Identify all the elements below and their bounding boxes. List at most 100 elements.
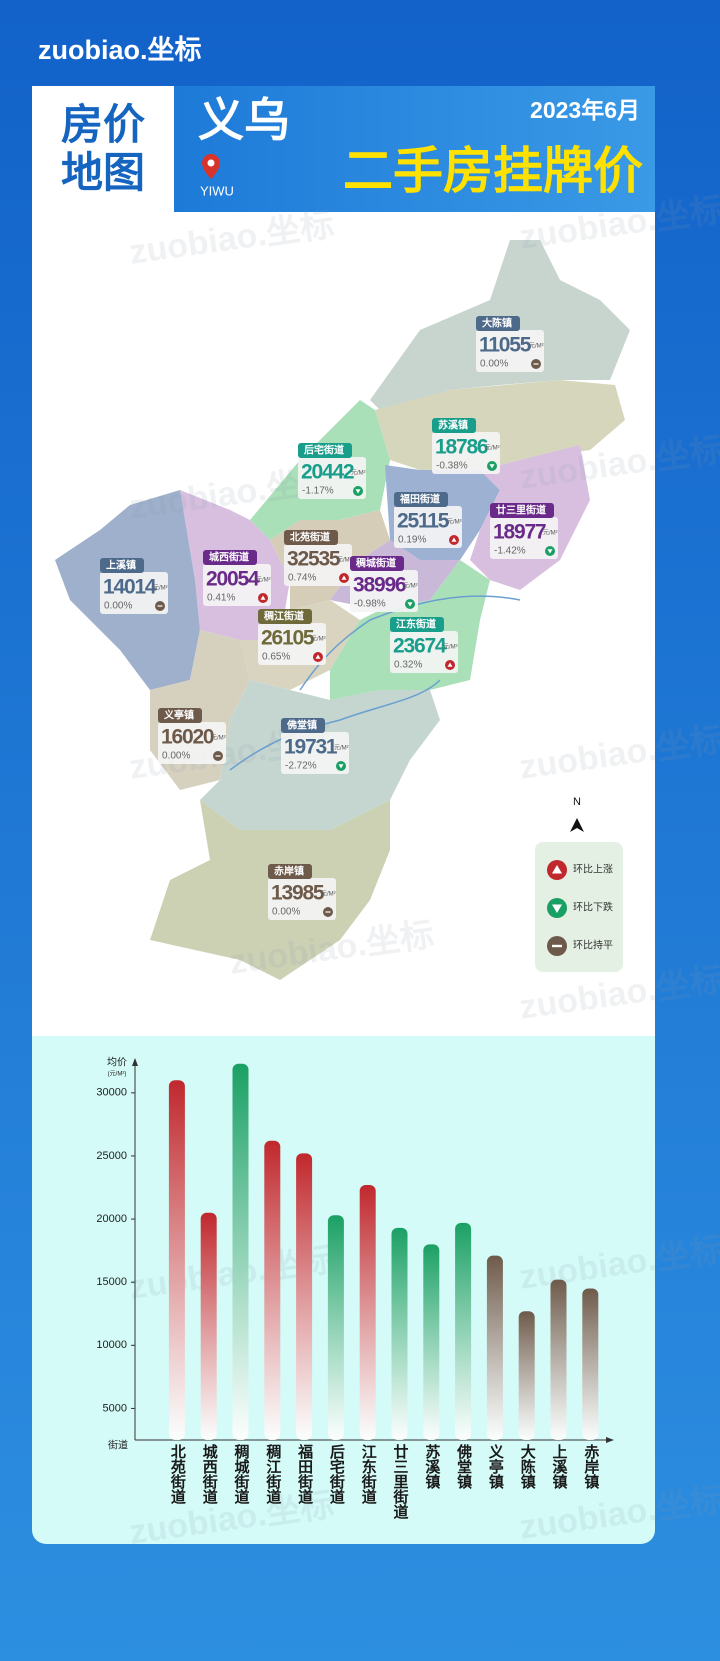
x-tick-label: 福田街道	[296, 1443, 314, 1504]
region-change: -0.98%	[354, 599, 386, 610]
y-tick-label: 15000	[96, 1276, 127, 1288]
bar	[200, 1212, 217, 1440]
region-change: 0.32%	[394, 660, 422, 671]
header-right-box	[174, 86, 655, 212]
x-tick-label: 北苑街道	[169, 1444, 187, 1504]
price-unit: 元/M²	[153, 585, 168, 592]
trend-glyph	[547, 549, 553, 554]
region-name: 廿三里街道	[496, 504, 546, 517]
region-price: 38996	[353, 574, 406, 597]
header-title-line: 房价	[61, 101, 145, 148]
label-tag	[158, 708, 202, 723]
y-axis-label: 均价	[107, 1057, 127, 1069]
city-pinyin: YIWU	[200, 183, 234, 198]
region-change: 0.00%	[480, 359, 508, 370]
price-unit: 元/M²	[311, 636, 326, 643]
bar	[518, 1311, 535, 1440]
x-tick-label: 后宅街道	[328, 1444, 346, 1504]
bar	[232, 1063, 249, 1440]
region-price: 25115	[397, 510, 450, 533]
region-name: 赤岸镇	[274, 865, 304, 878]
region-price: 13985	[271, 882, 325, 905]
label-tag	[268, 864, 312, 879]
x-axis-arrow	[606, 1437, 614, 1443]
y-tick-label: 20000	[96, 1213, 127, 1225]
y-axis-unit: (元/M²)	[108, 1071, 127, 1078]
region-name: 后宅街道	[304, 444, 344, 457]
price-unit: 元/M²	[321, 891, 336, 898]
region-change: -2.72%	[285, 761, 317, 772]
compass-label: N	[573, 796, 581, 808]
legend-label: 环比下跌	[573, 901, 613, 914]
label-tag	[284, 530, 338, 545]
trend-glyph	[552, 944, 562, 948]
region-name: 大陈镇	[482, 317, 512, 330]
region-change: 0.00%	[104, 601, 132, 612]
x-tick-label: 义亭镇	[487, 1443, 504, 1490]
label-card	[281, 732, 349, 774]
region-name: 义亭镇	[164, 709, 194, 722]
label-tag	[490, 503, 554, 518]
brand: zuobiao.坐标	[38, 35, 202, 65]
region-name: 北苑街道	[290, 531, 330, 544]
label-card	[350, 570, 418, 612]
bar	[264, 1140, 281, 1440]
trend-glyph	[489, 464, 495, 469]
x-tick-label: 上溪镇	[551, 1444, 568, 1490]
trend-glyph	[341, 575, 347, 580]
trend-glyph	[315, 654, 321, 659]
region-change: 0.74%	[288, 573, 316, 584]
price-unit: 元/M²	[403, 583, 418, 590]
price-unit: 元/M²	[485, 445, 500, 452]
legend-label: 环比上涨	[573, 864, 613, 876]
bar	[359, 1184, 376, 1440]
label-tag	[476, 316, 520, 331]
price-unit: 元/M²	[443, 644, 458, 651]
label-card	[268, 878, 336, 920]
region-price: 19731	[284, 736, 338, 759]
y-tick-label: 10000	[96, 1339, 127, 1351]
label-card	[100, 572, 168, 614]
trend-glyph	[157, 605, 163, 607]
label-card	[298, 457, 366, 499]
label-tag	[298, 443, 352, 458]
price-unit: 元/M²	[529, 343, 544, 350]
label-card	[476, 330, 544, 372]
x-tick-label: 廿三里街道	[392, 1443, 410, 1519]
region-change: -1.42%	[494, 546, 526, 557]
x-tick-label: 江东街道	[360, 1443, 378, 1504]
subtitle: 二手房挂牌价	[343, 143, 643, 199]
region-price: 20442	[301, 461, 354, 484]
region-change: 0.00%	[272, 907, 300, 918]
region-name: 佛堂镇	[286, 719, 317, 732]
bar	[296, 1153, 313, 1440]
region-price: 14014	[103, 576, 157, 599]
label-card	[284, 544, 352, 586]
region-change: 0.65%	[262, 652, 290, 663]
region-name: 苏溪镇	[438, 419, 468, 432]
label-card	[390, 631, 458, 673]
label-tag	[390, 617, 444, 632]
trend-glyph	[447, 662, 453, 667]
trend-glyph	[260, 595, 266, 600]
y-tick-label: 5000	[103, 1402, 127, 1414]
bar	[423, 1244, 440, 1440]
city-name: 义乌	[198, 94, 290, 146]
compass-arrow	[570, 818, 584, 832]
trend-glyph	[533, 363, 539, 365]
price-unit: 元/M²	[351, 470, 366, 477]
region-change: -1.17%	[302, 486, 334, 497]
bar	[168, 1080, 185, 1440]
trend-glyph	[451, 537, 457, 542]
